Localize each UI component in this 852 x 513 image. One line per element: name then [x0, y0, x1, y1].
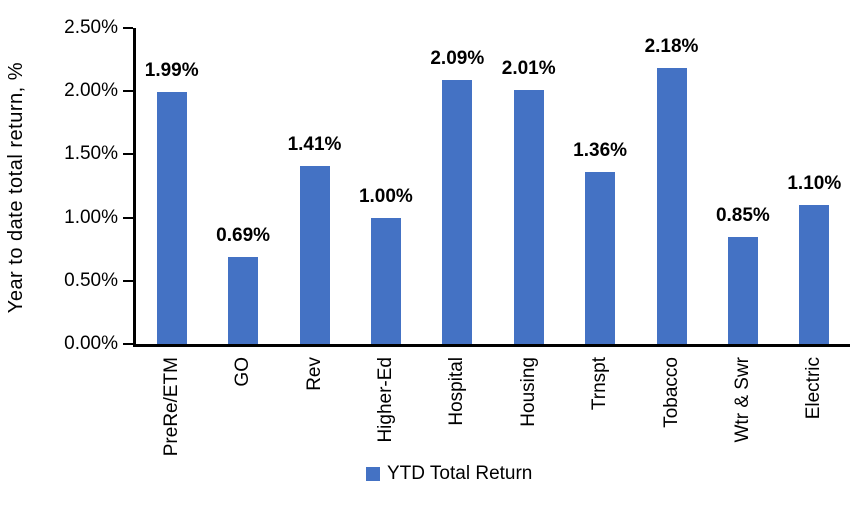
category-label: Hospital [446, 357, 468, 426]
category-label: Housing [517, 357, 539, 427]
y-tick-label: 2.50% [64, 17, 118, 38]
y-axis-title-wrap: Year to date total return, % [2, 28, 30, 347]
y-tick-mark [123, 90, 133, 93]
bar-value-label: 1.99% [144, 60, 199, 81]
bar-value-label: 1.00% [358, 186, 413, 207]
category-label: Tobacco [660, 357, 682, 428]
y-tick-label: 1.50% [64, 143, 118, 165]
y-tick-label: 1.00% [64, 206, 118, 228]
y-tick-mark [123, 279, 133, 282]
bar-value-label: 1.36% [573, 140, 628, 161]
y-tick-mark [123, 153, 133, 156]
legend-label: YTD Total Return [387, 463, 533, 484]
bar [727, 237, 758, 344]
y-tick-label: 0.00% [64, 333, 118, 354]
bar [299, 166, 330, 344]
bar [442, 80, 473, 344]
y-tick-mark [123, 216, 133, 219]
category-label: Wtr & Swr [731, 357, 753, 443]
bar [370, 218, 401, 344]
bar-value-label: 2.18% [644, 36, 699, 57]
bar-value-label: 1.41% [287, 134, 342, 155]
bar-value-label: 1.10% [787, 173, 842, 194]
category-label: GO [232, 357, 254, 387]
legend: YTD Total Return [366, 461, 532, 487]
bar [799, 205, 830, 344]
y-tick-mark [123, 27, 133, 29]
bar-value-label: 2.09% [430, 48, 485, 69]
bar-value-label: 0.85% [715, 205, 770, 226]
bar [228, 257, 259, 344]
bar-value-label: 0.69% [216, 225, 271, 246]
y-tick-mark [123, 343, 133, 345]
category-label: Trnspt [589, 357, 611, 411]
bar [656, 68, 687, 344]
category-label: Rev [303, 357, 325, 391]
y-tick-label: 0.50% [64, 269, 118, 291]
bar [585, 172, 616, 344]
category-label: PreRe/ETM [160, 357, 182, 457]
bar-value-label: 2.01% [501, 58, 556, 79]
y-tick-label: 2.00% [64, 80, 118, 102]
category-label: Higher-Ed [374, 357, 396, 443]
legend-swatch [366, 467, 380, 481]
category-label: Electric [803, 357, 825, 420]
bar [156, 92, 187, 344]
bar [513, 90, 544, 344]
plot-area: 0.00% 0.50% 1.00% 1.50% 2.00% 2.50% 1.99% PreRe… [64, 17, 850, 456]
